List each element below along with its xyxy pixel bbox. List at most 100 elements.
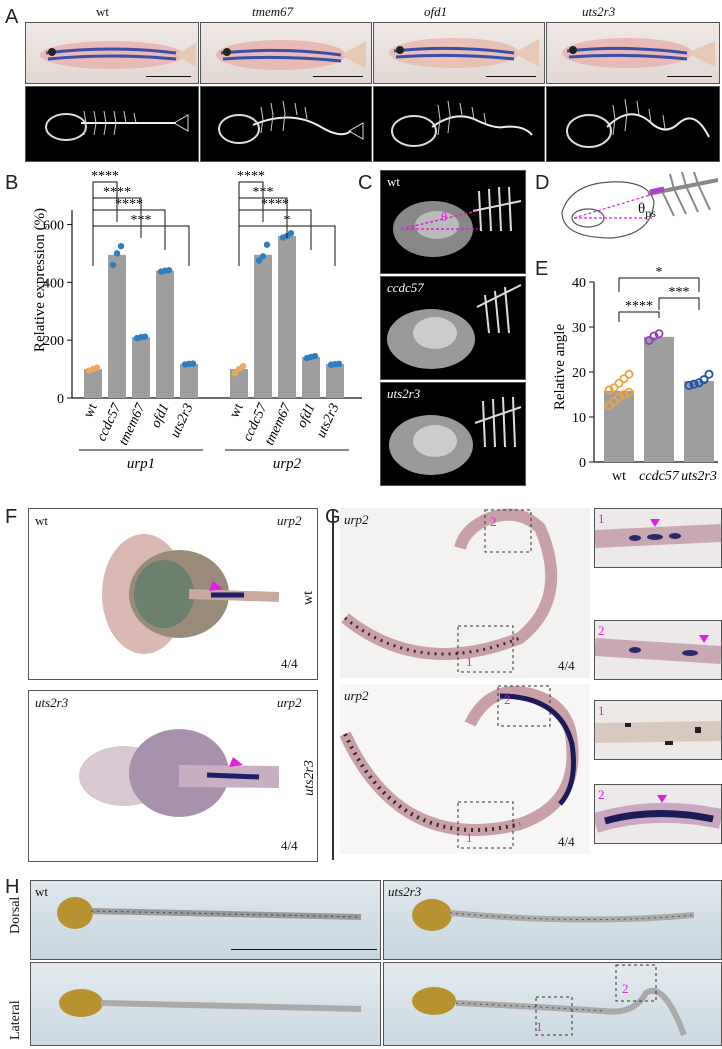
data-point xyxy=(619,374,629,384)
x-tick-label: ccdc57 xyxy=(639,469,680,484)
bar xyxy=(156,270,174,398)
skeleton-xray-ofd1 xyxy=(373,86,545,162)
significance-bracket xyxy=(238,209,312,250)
inset-label: 2 xyxy=(598,787,605,802)
significance-stars: **** xyxy=(261,197,289,212)
panel-g-row-wt: wt xyxy=(301,591,316,605)
significance-stars: *** xyxy=(131,213,152,228)
box-label-2: 2 xyxy=(504,692,511,707)
x-tick-label: ofd1 xyxy=(295,401,319,430)
significance-bracket xyxy=(658,297,700,310)
data-point xyxy=(263,241,271,248)
brain-wt-gene: urp2 xyxy=(277,513,302,528)
bar xyxy=(254,254,272,398)
inset-illustration xyxy=(595,635,721,664)
panel-a-genotype-uts2r3: uts2r3 xyxy=(582,4,616,19)
data-point xyxy=(335,360,343,368)
ct-label-ccdc57: ccdc57 xyxy=(387,280,424,295)
x-tick-label: ofd1 xyxy=(149,401,173,430)
fish-photo-tmem67 xyxy=(200,22,372,84)
inset-illustration xyxy=(595,721,721,745)
y-tick-label: 400 xyxy=(43,276,64,291)
ct-angle-symbol: θ xyxy=(441,209,448,224)
skeleton-xray-wt xyxy=(25,86,199,162)
spinal-cord-illustration xyxy=(341,508,558,673)
significance-stars: * xyxy=(656,265,663,280)
x-tick-label: uts2r3 xyxy=(681,469,717,484)
whole-mount-illustration xyxy=(412,899,695,931)
skeleton-xray-tmem67 xyxy=(200,86,372,162)
whole-mount-illustration xyxy=(59,989,362,1017)
row-separator xyxy=(332,510,334,860)
theta-subscript: ps xyxy=(645,206,656,220)
box-label-1: 1 xyxy=(466,830,473,845)
theta: θ xyxy=(638,201,646,217)
spinal-cord-wt: urp2 1 2 4/4 xyxy=(340,508,590,678)
brain-illustration xyxy=(102,534,280,654)
spinal-uts2r3-count: 4/4 xyxy=(558,834,575,849)
angle-diagram xyxy=(561,172,719,239)
bar xyxy=(644,336,674,462)
data-point xyxy=(189,360,197,367)
whole-mount-genotype: uts2r3 xyxy=(388,884,422,899)
skeleton-illustration xyxy=(45,110,189,141)
scale-bar xyxy=(231,949,377,950)
data-point xyxy=(624,369,634,379)
bar xyxy=(684,381,714,462)
x-tick-label: wt xyxy=(227,401,247,420)
brain-uts2r3: uts2r3 urp2 4/4 xyxy=(28,690,318,862)
brain-illustration xyxy=(79,729,280,817)
bar xyxy=(84,369,102,398)
data-point xyxy=(704,369,714,379)
bar xyxy=(302,356,320,398)
data-point xyxy=(654,329,664,339)
x-tick-label: wt xyxy=(612,469,626,484)
fish-illustration xyxy=(389,38,539,68)
scale-bar xyxy=(667,76,712,77)
bar xyxy=(326,364,344,398)
panel-label-d: D xyxy=(535,172,550,194)
whole-mount-illustration xyxy=(57,897,362,929)
bar xyxy=(180,363,198,398)
inset-wt-2: 2 xyxy=(594,620,722,680)
inset-label: 1 xyxy=(598,511,605,526)
skeleton-illustration xyxy=(391,100,533,147)
spinal-uts2r3-gene: urp2 xyxy=(344,688,369,703)
data-point xyxy=(287,229,295,237)
data-point xyxy=(609,396,619,406)
panel-label-e: E xyxy=(535,258,549,280)
data-point xyxy=(624,387,634,397)
data-point xyxy=(117,242,125,250)
data-point xyxy=(239,362,247,370)
bar xyxy=(132,337,150,398)
brain-wt: wt urp2 4/4 xyxy=(28,508,318,680)
panel-label-f: F xyxy=(5,506,18,528)
panel-g-row-uts2r3: uts2r3 xyxy=(301,760,317,796)
significance-bracket xyxy=(618,311,660,322)
scale-bar xyxy=(146,76,191,77)
inset-uts2r3-1: 1 xyxy=(594,700,722,760)
skull-illustration xyxy=(393,186,522,257)
panel-h-row-dorsal: Dorsal xyxy=(8,896,23,934)
angle-theta-symbol: θps xyxy=(638,201,656,221)
significance-stars: *** xyxy=(669,285,690,300)
significance-stars: **** xyxy=(625,299,653,314)
inset-label: 1 xyxy=(598,703,605,718)
fish-photo-uts2r3 xyxy=(546,22,720,84)
data-point xyxy=(614,378,624,388)
data-point xyxy=(604,401,614,411)
skeleton-illustration xyxy=(218,100,364,144)
data-point xyxy=(604,385,614,395)
skull-illustration xyxy=(387,284,522,369)
whole-mount-genotype: wt xyxy=(35,884,48,899)
spinal-cord-uts2r3: urp2 1 2 4/4 xyxy=(340,684,590,854)
y-tick-label: 40 xyxy=(572,276,586,291)
ct-skull-ccdc57: ccdc57 xyxy=(380,276,526,380)
box-label-2: 2 xyxy=(622,981,629,996)
ct-label-uts2r3: uts2r3 xyxy=(387,386,421,401)
whole-mount-lateral-uts2r3: 1 2 xyxy=(383,962,722,1046)
panel-label-b: B xyxy=(5,172,19,194)
data-point xyxy=(165,266,173,274)
significance-stars: **** xyxy=(115,197,143,212)
